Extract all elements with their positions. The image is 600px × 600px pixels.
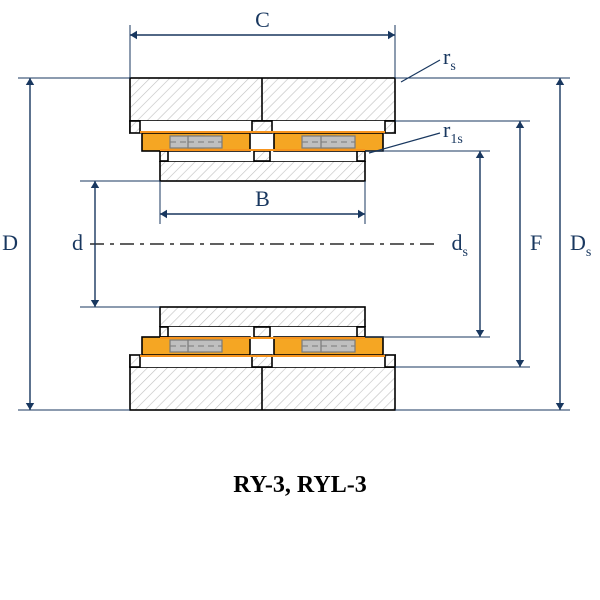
svg-text:ds: ds <box>452 230 468 260</box>
svg-text:Ds: Ds <box>570 230 591 260</box>
figure-caption: RY-3, RYL-3 <box>233 472 366 498</box>
svg-text:D: D <box>2 230 18 255</box>
svg-text:rs: rs <box>443 44 456 74</box>
svg-text:B: B <box>255 186 270 211</box>
svg-text:C: C <box>255 7 270 32</box>
svg-text:F: F <box>530 230 542 255</box>
svg-text:d: d <box>72 230 83 255</box>
